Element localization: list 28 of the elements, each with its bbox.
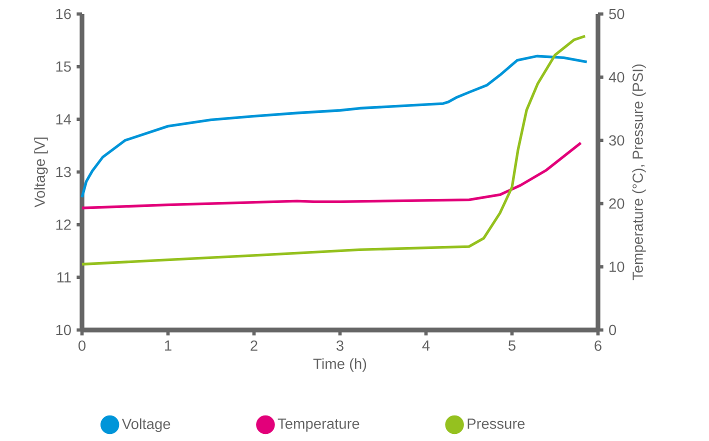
legend-label: Pressure [468, 418, 525, 429]
x-axis-title: Time (h) [313, 358, 366, 372]
y-tick-label: 16 [56, 8, 71, 20]
y-tick-label: 14 [56, 114, 72, 124]
x-tick-label: 2 [250, 340, 258, 351]
y2-tick-label: 40 [608, 72, 624, 82]
x-tick-label: 3 [336, 340, 344, 351]
x-tick-label: 0 [78, 340, 86, 351]
y-tick-label: 11 [57, 272, 71, 282]
y-axis-title: Voltage [V] [34, 138, 48, 208]
x-tick-label: 1 [165, 340, 172, 351]
y-tick-label: 12 [56, 220, 71, 230]
y-tick-label: 15 [56, 62, 71, 72]
x-tick-label: 6 [594, 340, 602, 351]
x-tick-label: 5 [508, 340, 516, 351]
y2-tick-label: 20 [609, 198, 624, 209]
legend-label: Voltage [122, 418, 170, 432]
line-series [80, 34, 586, 266]
y2-tick-label: 10 [610, 262, 624, 272]
x-tick-label: 4 [422, 340, 430, 351]
y-tick-label: 10 [56, 324, 71, 336]
legend-label: Temperature [278, 418, 360, 432]
y2-axis-title: Temperature (°C), Pressure (PSI) [632, 64, 646, 280]
line-series [80, 54, 588, 199]
y2-tick-label: 0 [609, 324, 616, 336]
y2-tick-label: 30 [609, 135, 624, 146]
y2-tick-label: 50 [609, 8, 624, 20]
y-tick-label: 13 [56, 166, 71, 178]
